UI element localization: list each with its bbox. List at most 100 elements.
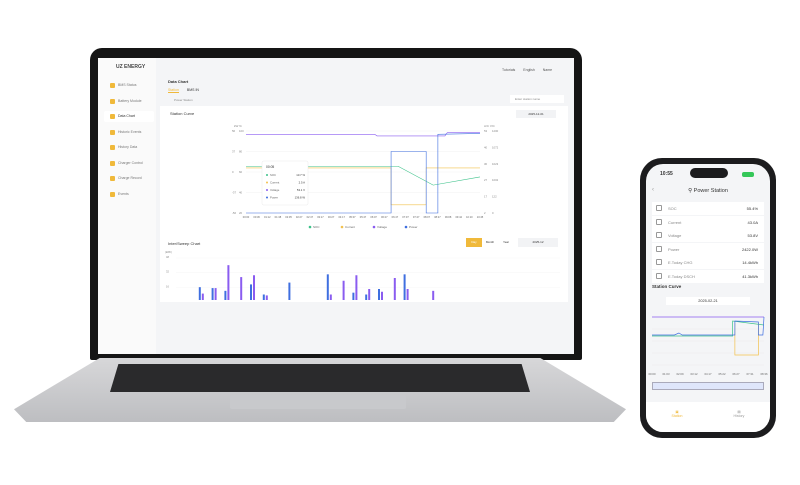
x-tick-label: 03:17 xyxy=(317,215,324,219)
date-picker[interactable]: 2025-12-01 xyxy=(516,110,556,118)
logo: UZ ENERGY xyxy=(116,64,146,70)
metric-icon xyxy=(656,232,662,238)
x-tick-label: 03:12 xyxy=(691,372,698,376)
tab-station[interactable]: Station xyxy=(168,88,179,93)
phone-tab-station[interactable]: ▣ Station xyxy=(672,410,683,432)
sidebar-item[interactable]: Charger Control xyxy=(104,158,154,169)
x-tick-label: 00:00 xyxy=(649,372,656,376)
sidebar-item-label: Charge Record xyxy=(118,176,142,180)
x-tick-label: 02:09 xyxy=(677,372,684,376)
charge-bar xyxy=(378,289,380,300)
x-tick-label: 04:17 xyxy=(338,215,345,219)
zoom-slider[interactable] xyxy=(652,382,764,390)
sidebar-item[interactable]: Events xyxy=(104,189,154,200)
charge-bar xyxy=(352,292,355,300)
tab-bms[interactable]: BMS IN xyxy=(186,88,199,92)
x-tick-label: 08:07 xyxy=(424,215,431,219)
metric-value: 14.4kWh xyxy=(742,260,758,265)
language-select[interactable]: English xyxy=(523,68,535,72)
metric-label: SOC xyxy=(668,206,677,211)
sweep-chart-title: Inter/Sweep Chart xyxy=(168,241,201,246)
period-button[interactable]: Year xyxy=(502,240,510,244)
metric-label: Power xyxy=(668,246,680,252)
station-curve-title: Station Curve xyxy=(170,111,195,116)
x-tick-label: 09:08 xyxy=(445,215,452,219)
tick-label: 56 xyxy=(232,129,236,133)
discharge-bar xyxy=(381,291,383,300)
menu-icon xyxy=(110,160,115,166)
x-tick-label: 07:31 xyxy=(747,372,754,376)
tick-label: 122 xyxy=(492,195,497,199)
phone-date-picker[interactable]: 2025-02-21 xyxy=(666,297,750,305)
x-tick-label: 06:27 xyxy=(733,372,740,376)
discharge-bar xyxy=(355,275,358,300)
sidebar-item[interactable]: Historic Events xyxy=(104,127,154,138)
header-links: Tutorials English Name xyxy=(502,68,552,72)
laptop-screen: UZ ENERGY BMS Status Battery Module Data C… xyxy=(98,58,574,354)
sweep-bar-chart: (kWh)48 32 16 xyxy=(165,250,560,300)
legend-label: Power xyxy=(409,225,418,229)
tutorials-link[interactable]: Tutorials xyxy=(502,68,516,72)
tooltip-label: Power xyxy=(270,196,278,200)
legend-label: Voltage xyxy=(377,225,387,229)
tick-label: 32 xyxy=(166,270,169,274)
power-line xyxy=(246,133,481,214)
x-tick-label: 02:05 xyxy=(285,215,292,219)
metric-icon xyxy=(656,272,662,279)
legend-dot xyxy=(308,225,312,229)
discharge-bar xyxy=(406,289,409,300)
phone-curve-title: Station Curve xyxy=(652,284,682,289)
sweep-chart-card: Inter/Sweep Chart Day Month Year 2025-12 (… xyxy=(160,236,568,302)
tick-label: 20 xyxy=(239,211,243,215)
legend-dot xyxy=(340,225,344,229)
x-tick-label: 02:27 xyxy=(296,215,303,219)
tick-label: 1023 xyxy=(492,162,499,166)
tick-label: 27 xyxy=(484,178,488,182)
charge-bar xyxy=(250,284,252,300)
metric-icon xyxy=(656,245,662,252)
tick-label: 0 xyxy=(232,170,234,174)
discharge-bar xyxy=(432,290,435,300)
period-button[interactable]: Day xyxy=(466,238,482,247)
x-tick-label: 01:38 xyxy=(275,215,282,219)
metric-value: 53.8V xyxy=(747,233,758,238)
sidebar-item[interactable]: Data Chart xyxy=(104,111,154,122)
page-title: Data Chart xyxy=(168,79,189,84)
legend-dot xyxy=(372,225,376,229)
metric-icon xyxy=(656,218,662,225)
x-tick-label: 00:36 xyxy=(253,215,260,219)
metric-row: Voltage 53.8V xyxy=(652,229,764,242)
user-menu[interactable]: Name xyxy=(542,68,553,72)
phone-tab-history[interactable]: ▤ History xyxy=(734,410,745,432)
phone-screen: 10:55 ‹ ⚲ Power Station SOC 55.4% Current 4… xyxy=(646,164,770,432)
charge-bar xyxy=(211,288,214,300)
x-tick-label: 05:07 xyxy=(349,215,356,219)
x-tick-label: 07:07 xyxy=(402,215,409,219)
tick-label: 100 xyxy=(239,129,244,133)
sidebar-item[interactable]: Battery Module xyxy=(104,96,154,107)
metric-value: 41.3kWh xyxy=(742,273,758,279)
back-icon[interactable]: ‹ xyxy=(652,187,654,193)
station-selector[interactable]: Power Station xyxy=(174,98,193,102)
period-button[interactable]: Month xyxy=(485,240,495,244)
sidebar-item-label: Data Chart xyxy=(118,114,135,118)
phone-curve-chart: 00:00 01:03 02:09 03:12 04:17 05:22 06:27 07:31… xyxy=(649,316,768,376)
charge-bar xyxy=(224,290,227,300)
discharge-bar xyxy=(227,265,230,300)
sidebar-item[interactable]: History Data xyxy=(104,142,154,153)
sidebar-item[interactable]: Charge Record xyxy=(104,173,154,184)
tick-label: 60 xyxy=(239,170,243,174)
sidebar-item-label: Events xyxy=(118,191,129,196)
x-tick-label: 02:47 xyxy=(307,215,314,219)
tooltip-label: Current xyxy=(270,181,280,185)
charge-bar xyxy=(288,282,291,300)
tick-label: 16 xyxy=(166,284,169,288)
month-picker[interactable]: 2025-12 xyxy=(518,238,558,247)
search-input[interactable]: Enter station name xyxy=(510,95,564,103)
x-tick-label: 04:17 xyxy=(705,372,712,376)
discharge-bar xyxy=(329,294,332,300)
history-icon: ▤ xyxy=(737,410,741,414)
sidebar-item[interactable]: BMS Status xyxy=(104,80,154,91)
x-tick-label: 06:47 xyxy=(392,215,399,219)
tooltip-label: Voltage xyxy=(270,188,280,192)
